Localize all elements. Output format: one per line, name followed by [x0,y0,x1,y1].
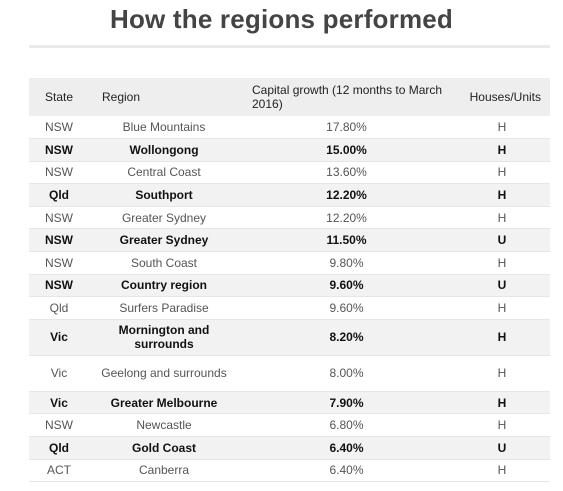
houses-units-cell: H [454,459,550,483]
table-row: NSW Wollongong 15.00% H [29,138,550,162]
region-cell: Canberra [89,459,239,483]
capital-growth-cell: 8.00% [239,355,454,392]
capital-growth-cell: 6.40% [239,459,454,483]
capital-growth-cell: 12.20% [239,183,454,207]
table-row: Vic Geelong and surrounds 8.00% H [29,355,550,392]
state-cell: Qld [29,183,89,207]
region-cell: Geelong and surrounds [89,355,239,392]
houses-units-cell: H [454,355,550,392]
header-capital-growth: Capital growth (12 months to March 2016) [252,83,443,111]
houses-units-cell: H [454,206,550,230]
state-cell: Qld [29,296,89,320]
houses-units-cell: H [454,138,550,162]
capital-growth-cell: 9.80% [239,251,454,275]
table-header-row: State Region Capital growth (12 months t… [29,78,550,116]
table-row: NSW South Coast 9.80% H [29,251,550,275]
table-row: NSW Country region 9.60% U [29,274,550,298]
region-cell: Surfers Paradise [89,296,239,320]
region-cell: Greater Melbourne [89,391,239,415]
region-cell: Mornington and surrounds [89,319,239,356]
houses-units-cell: H [454,413,550,438]
page-title: How the regions performed [109,4,454,34]
state-cell: NSW [29,228,89,253]
region-cell: Southport [89,183,239,207]
table-row: NSW Greater Sydney 11.50% U [29,228,550,253]
title-divider [29,45,550,48]
region-cell: Gold Coast [89,436,239,460]
table-body: NSW Blue Mountains 17.80% H NSW Wollongong 15.… [29,116,550,483]
table-row: NSW Newcastle 6.80% H [29,413,550,438]
state-cell: Vic [29,391,89,415]
state-cell: ACT [29,459,89,483]
region-cell: Blue Mountains [89,116,239,140]
table-row: Qld Surfers Paradise 9.60% H [29,296,550,320]
houses-units-cell: U [454,436,550,460]
region-cell: Central Coast [89,161,239,185]
table-row: Vic Greater Melbourne 7.90% H [29,391,550,415]
houses-units-cell: H [454,296,550,320]
capital-growth-cell: 9.60% [239,296,454,320]
state-cell: Vic [29,355,89,392]
capital-growth-cell: 6.40% [239,436,454,460]
state-cell: NSW [29,138,89,162]
table-row: NSW Greater Sydney 12.20% H [29,206,550,230]
capital-growth-cell: 11.50% [239,228,454,253]
table-row: NSW Blue Mountains 17.80% H [29,116,550,140]
table-row: ACT Canberra 6.40% H [29,459,550,483]
capital-growth-cell: 13.60% [239,161,454,185]
region-cell: South Coast [89,251,239,275]
state-cell: Vic [29,319,89,356]
region-cell: Wollongong [89,138,239,162]
capital-growth-cell: 15.00% [239,138,454,162]
houses-units-cell: H [454,319,550,356]
houses-units-cell: H [454,251,550,275]
state-cell: NSW [29,251,89,275]
capital-growth-cell: 6.80% [239,413,454,438]
region-cell: Greater Sydney [89,206,239,230]
capital-growth-cell: 12.20% [239,206,454,230]
state-cell: NSW [29,274,89,298]
state-cell: NSW [29,116,89,140]
region-cell: Greater Sydney [89,228,239,253]
table-row: Qld Gold Coast 6.40% U [29,436,550,460]
region-cell: Newcastle [89,413,239,438]
houses-units-cell: H [454,161,550,185]
table-row: Vic Mornington and surrounds 8.20% H [29,319,550,356]
table-row: NSW Central Coast 13.60% H [29,161,550,185]
regions-table: State Region Capital growth (12 months t… [29,78,550,483]
header-houses-units: Houses/Units [469,90,541,104]
houses-units-cell: H [454,183,550,207]
state-cell: Qld [29,436,89,460]
capital-growth-cell: 8.20% [239,319,454,356]
capital-growth-cell: 9.60% [239,274,454,298]
header-state: State [45,90,74,104]
state-cell: NSW [29,413,89,438]
houses-units-cell: U [454,274,550,298]
header-region: Region [102,90,141,104]
table-row: Qld Southport 12.20% H [29,183,550,207]
state-cell: NSW [29,161,89,185]
capital-growth-cell: 7.90% [239,391,454,415]
houses-units-cell: U [454,228,550,253]
houses-units-cell: H [454,391,550,415]
region-cell: Country region [89,274,239,298]
houses-units-cell: H [454,116,550,140]
state-cell: NSW [29,206,89,230]
capital-growth-cell: 17.80% [239,116,454,140]
